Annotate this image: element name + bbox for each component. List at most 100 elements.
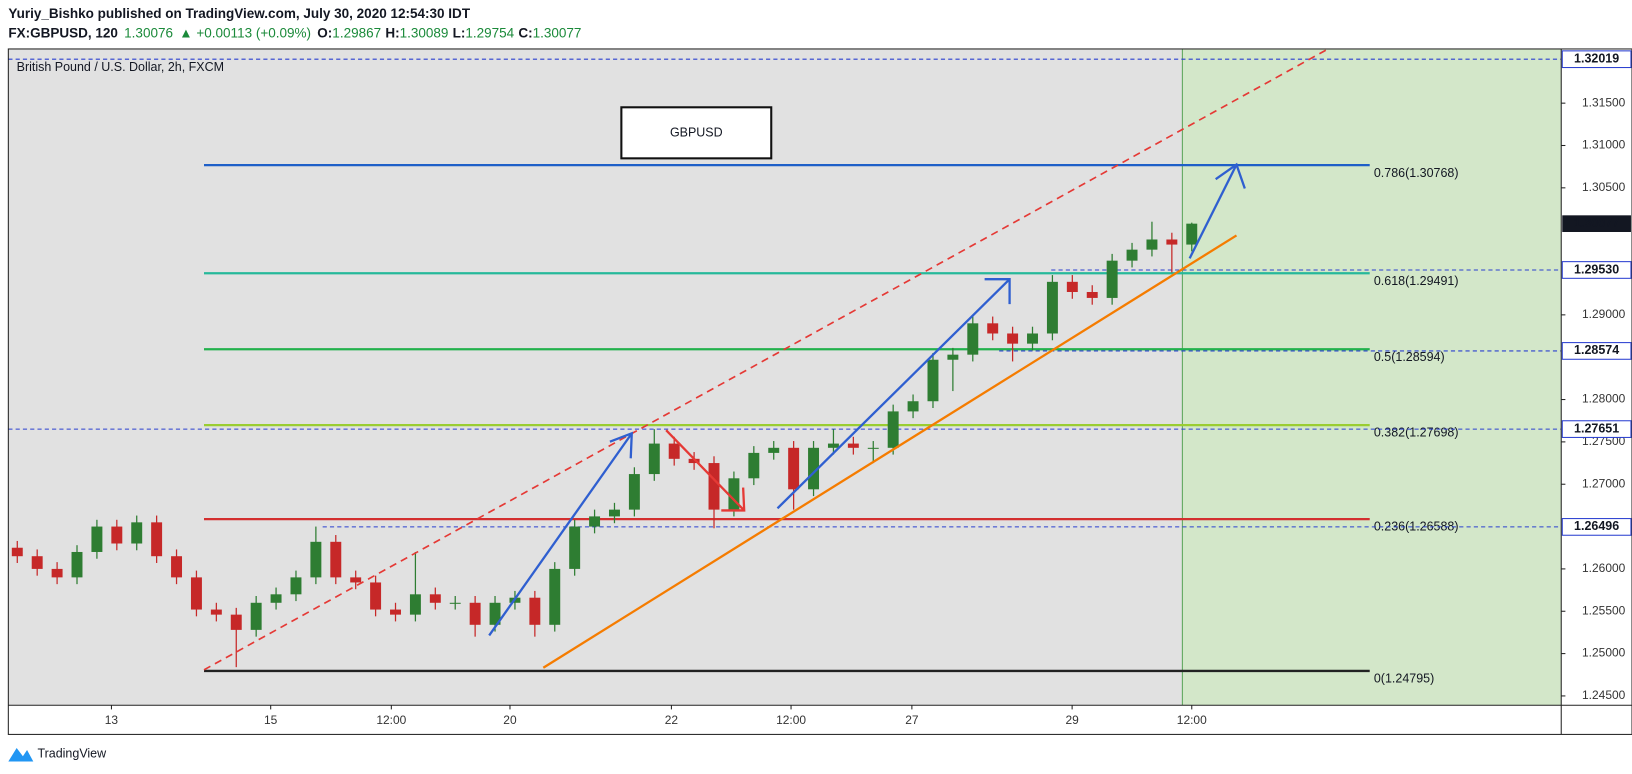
- low-label: L:: [453, 25, 466, 40]
- arrow: [776, 278, 1011, 510]
- candle-body: [51, 568, 63, 578]
- last-price-label: 1.30077: [1574, 216, 1619, 230]
- candle-body: [171, 556, 183, 578]
- candle-body: [190, 577, 202, 610]
- high-label: H:: [385, 25, 399, 40]
- candle-body: [967, 323, 979, 355]
- x-tick-label: 27: [905, 713, 919, 727]
- chart-subtitle: British Pound / U.S. Dollar, 2h, FXCM: [17, 60, 224, 74]
- y-tick-label: 1.31500: [1582, 95, 1626, 109]
- candle-body: [708, 463, 720, 510]
- candle-body: [210, 609, 222, 615]
- price-marker-box: [1561, 518, 1632, 536]
- fib-label: 0.382(1.27698): [1374, 426, 1459, 440]
- low: 1.29754: [465, 25, 514, 40]
- candle-body: [390, 609, 401, 615]
- price: 1.30076: [124, 25, 173, 40]
- candle-body: [628, 474, 640, 510]
- candle-body: [250, 602, 262, 630]
- y-tick-label: 1.27000: [1582, 476, 1626, 490]
- candle-body: [688, 458, 700, 464]
- symbol: FX:GBPUSD, 120: [8, 25, 118, 40]
- candle-body: [91, 526, 103, 552]
- candle-body: [71, 551, 83, 578]
- candle-body: [270, 594, 282, 603]
- x-tick-label: 12:00: [776, 713, 806, 727]
- change: ▲ +0.00113 (+0.09%): [179, 25, 311, 40]
- candles: [11, 221, 1198, 668]
- x-tick-label: 15: [264, 713, 278, 727]
- candle-body: [529, 597, 541, 625]
- candle-body: [11, 547, 23, 557]
- fib-label: 0(1.24795): [1374, 672, 1434, 686]
- candle-body: [290, 577, 302, 595]
- candle-body: [748, 452, 760, 479]
- candle-body: [111, 526, 123, 544]
- candle-body: [549, 568, 561, 625]
- candle-body: [589, 516, 601, 527]
- last-price-box: [1562, 215, 1631, 232]
- y-tick-label: 1.28000: [1582, 392, 1626, 406]
- candle-body: [1106, 260, 1118, 298]
- candle-body: [1086, 291, 1098, 298]
- candle-body: [230, 614, 242, 630]
- x-tick-label: 29: [1065, 713, 1079, 727]
- footer: TradingView: [37, 747, 107, 761]
- candle-body: [668, 443, 680, 459]
- x-tick-label: 22: [665, 713, 679, 727]
- candle-body: [370, 582, 382, 610]
- y-tick-label: 1.26000: [1582, 561, 1626, 575]
- publisher: Yuriy_Bishko published on TradingView.co…: [8, 6, 470, 21]
- candle-body: [489, 602, 501, 625]
- channel-line: [203, 48, 1329, 671]
- open-label: O:: [317, 25, 332, 40]
- candle-body: [947, 354, 959, 360]
- candle-body: [827, 443, 839, 448]
- price-marker-label: 1.32019: [1574, 52, 1619, 66]
- y-tick-label: 1.31000: [1582, 138, 1626, 152]
- footer-logo: TradingView: [8, 747, 107, 762]
- fib-label: 0.5(1.28594): [1374, 350, 1445, 364]
- candle-body: [847, 443, 859, 448]
- open: 1.29867: [332, 25, 381, 40]
- candle-body: [31, 556, 43, 569]
- arrow-head: [609, 431, 633, 459]
- price-marker-label: 1.27651: [1574, 421, 1619, 435]
- candle-body: [569, 526, 581, 569]
- candle-body: [907, 401, 919, 412]
- candle-body: [310, 541, 322, 578]
- x-tick-label: 12:00: [1177, 713, 1207, 727]
- arrow-head: [721, 487, 746, 512]
- candle-body: [1146, 239, 1158, 250]
- arrow: [1188, 164, 1238, 259]
- candle-body: [768, 447, 780, 453]
- candle-body: [728, 478, 740, 510]
- x-tick-label: 12:00: [376, 713, 406, 727]
- fib-label: 0.786(1.30768): [1374, 166, 1459, 180]
- candle-body: [808, 447, 820, 490]
- candle-body: [429, 594, 441, 603]
- price-marker-box: [1561, 50, 1632, 69]
- candle-body: [1027, 333, 1038, 344]
- arrow: [488, 432, 633, 637]
- drawings: [203, 48, 1329, 671]
- high: 1.30089: [400, 25, 449, 40]
- price-marker-box: [1561, 261, 1632, 279]
- arrow: [665, 429, 746, 512]
- candle-body: [131, 522, 143, 544]
- price-marker-label: 1.26496: [1574, 519, 1619, 533]
- chart-title: GBPUSD: [670, 126, 723, 140]
- candle-body: [469, 602, 481, 625]
- candle-body: [887, 411, 899, 448]
- price-marker-label: 1.29530: [1574, 262, 1619, 276]
- candle-body: [409, 594, 421, 615]
- arrow-head: [984, 278, 1011, 305]
- close-label: C:: [518, 25, 532, 40]
- candle-body: [1126, 249, 1138, 261]
- logo-icon: [8, 747, 34, 762]
- candle-body: [350, 577, 362, 583]
- price-marker-box: [1561, 420, 1632, 438]
- symbol-line: FX:GBPUSD, 120 1.30076 ▲ +0.00113 (+0.09%)…: [8, 25, 581, 40]
